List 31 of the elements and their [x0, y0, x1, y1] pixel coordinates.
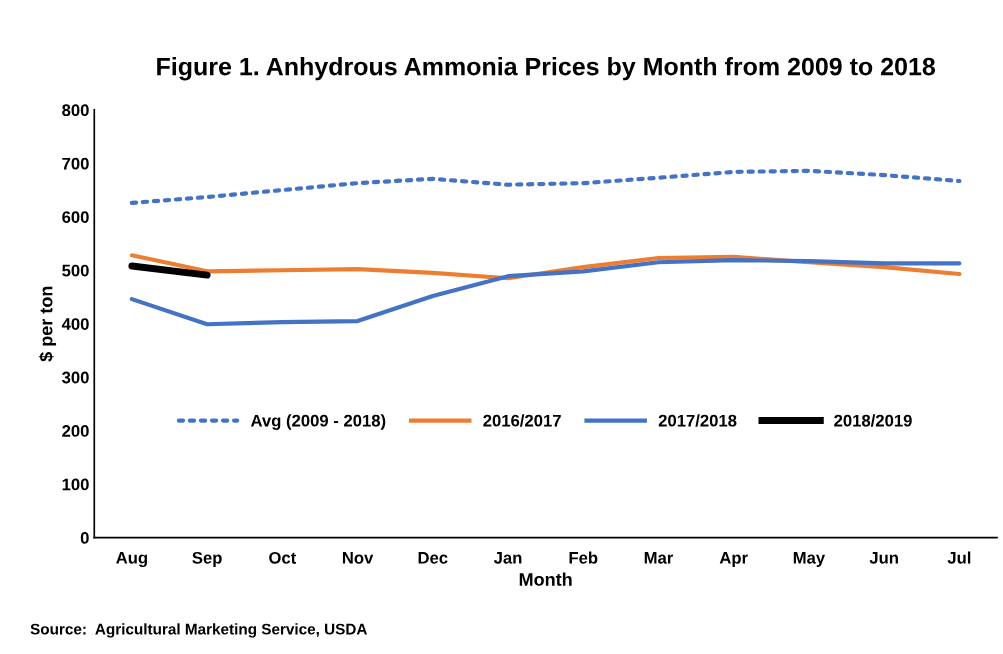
source-note: Source: Agricultural Marketing Service, USDA [30, 623, 368, 638]
x-tick-label: Mar [644, 552, 674, 564]
y-tick-label: 300 [62, 371, 89, 384]
x-tick-label: Jan [493, 552, 522, 564]
x-tick-label: Aug [116, 552, 147, 568]
x-tick-label: May [793, 552, 826, 568]
y-tick-label: 100 [62, 478, 89, 491]
x-tick-label: Feb [569, 551, 598, 564]
x-tick-label: Jul [947, 551, 971, 564]
x-tick-label: Dec [418, 552, 448, 564]
x-tick-label: Jun [869, 552, 898, 564]
y-tick-label: 700 [62, 157, 89, 170]
legend-label: 2018/2019 [834, 414, 912, 427]
y-tick-label: 0 [80, 531, 89, 544]
legend-label: 2017/2018 [658, 414, 737, 427]
x-tick-label: Sep [192, 551, 222, 568]
legend-label: 2016/2017 [483, 414, 561, 427]
x-tick-label: Nov [342, 552, 374, 564]
x-axis-title: Month [519, 572, 572, 586]
chart-title: Figure 1. Anhydrous Ammonia Prices by Month from 2009 to 2018 [157, 57, 936, 81]
y-tick-label: 800 [62, 104, 89, 117]
line-series [129, 258, 962, 327]
y-tick-label: 500 [62, 264, 89, 277]
x-tick-label: Apr [719, 552, 748, 568]
legend-label: Avg (2009 - 2018) [250, 414, 386, 430]
y-tick-label: 400 [61, 318, 89, 330]
y-tick-label: 600 [62, 211, 89, 223]
y-tick-label: 200 [62, 425, 89, 437]
line-series [129, 168, 962, 205]
y-axis-title: $ per ton [38, 286, 57, 362]
x-tick-label: Oct [269, 551, 297, 564]
